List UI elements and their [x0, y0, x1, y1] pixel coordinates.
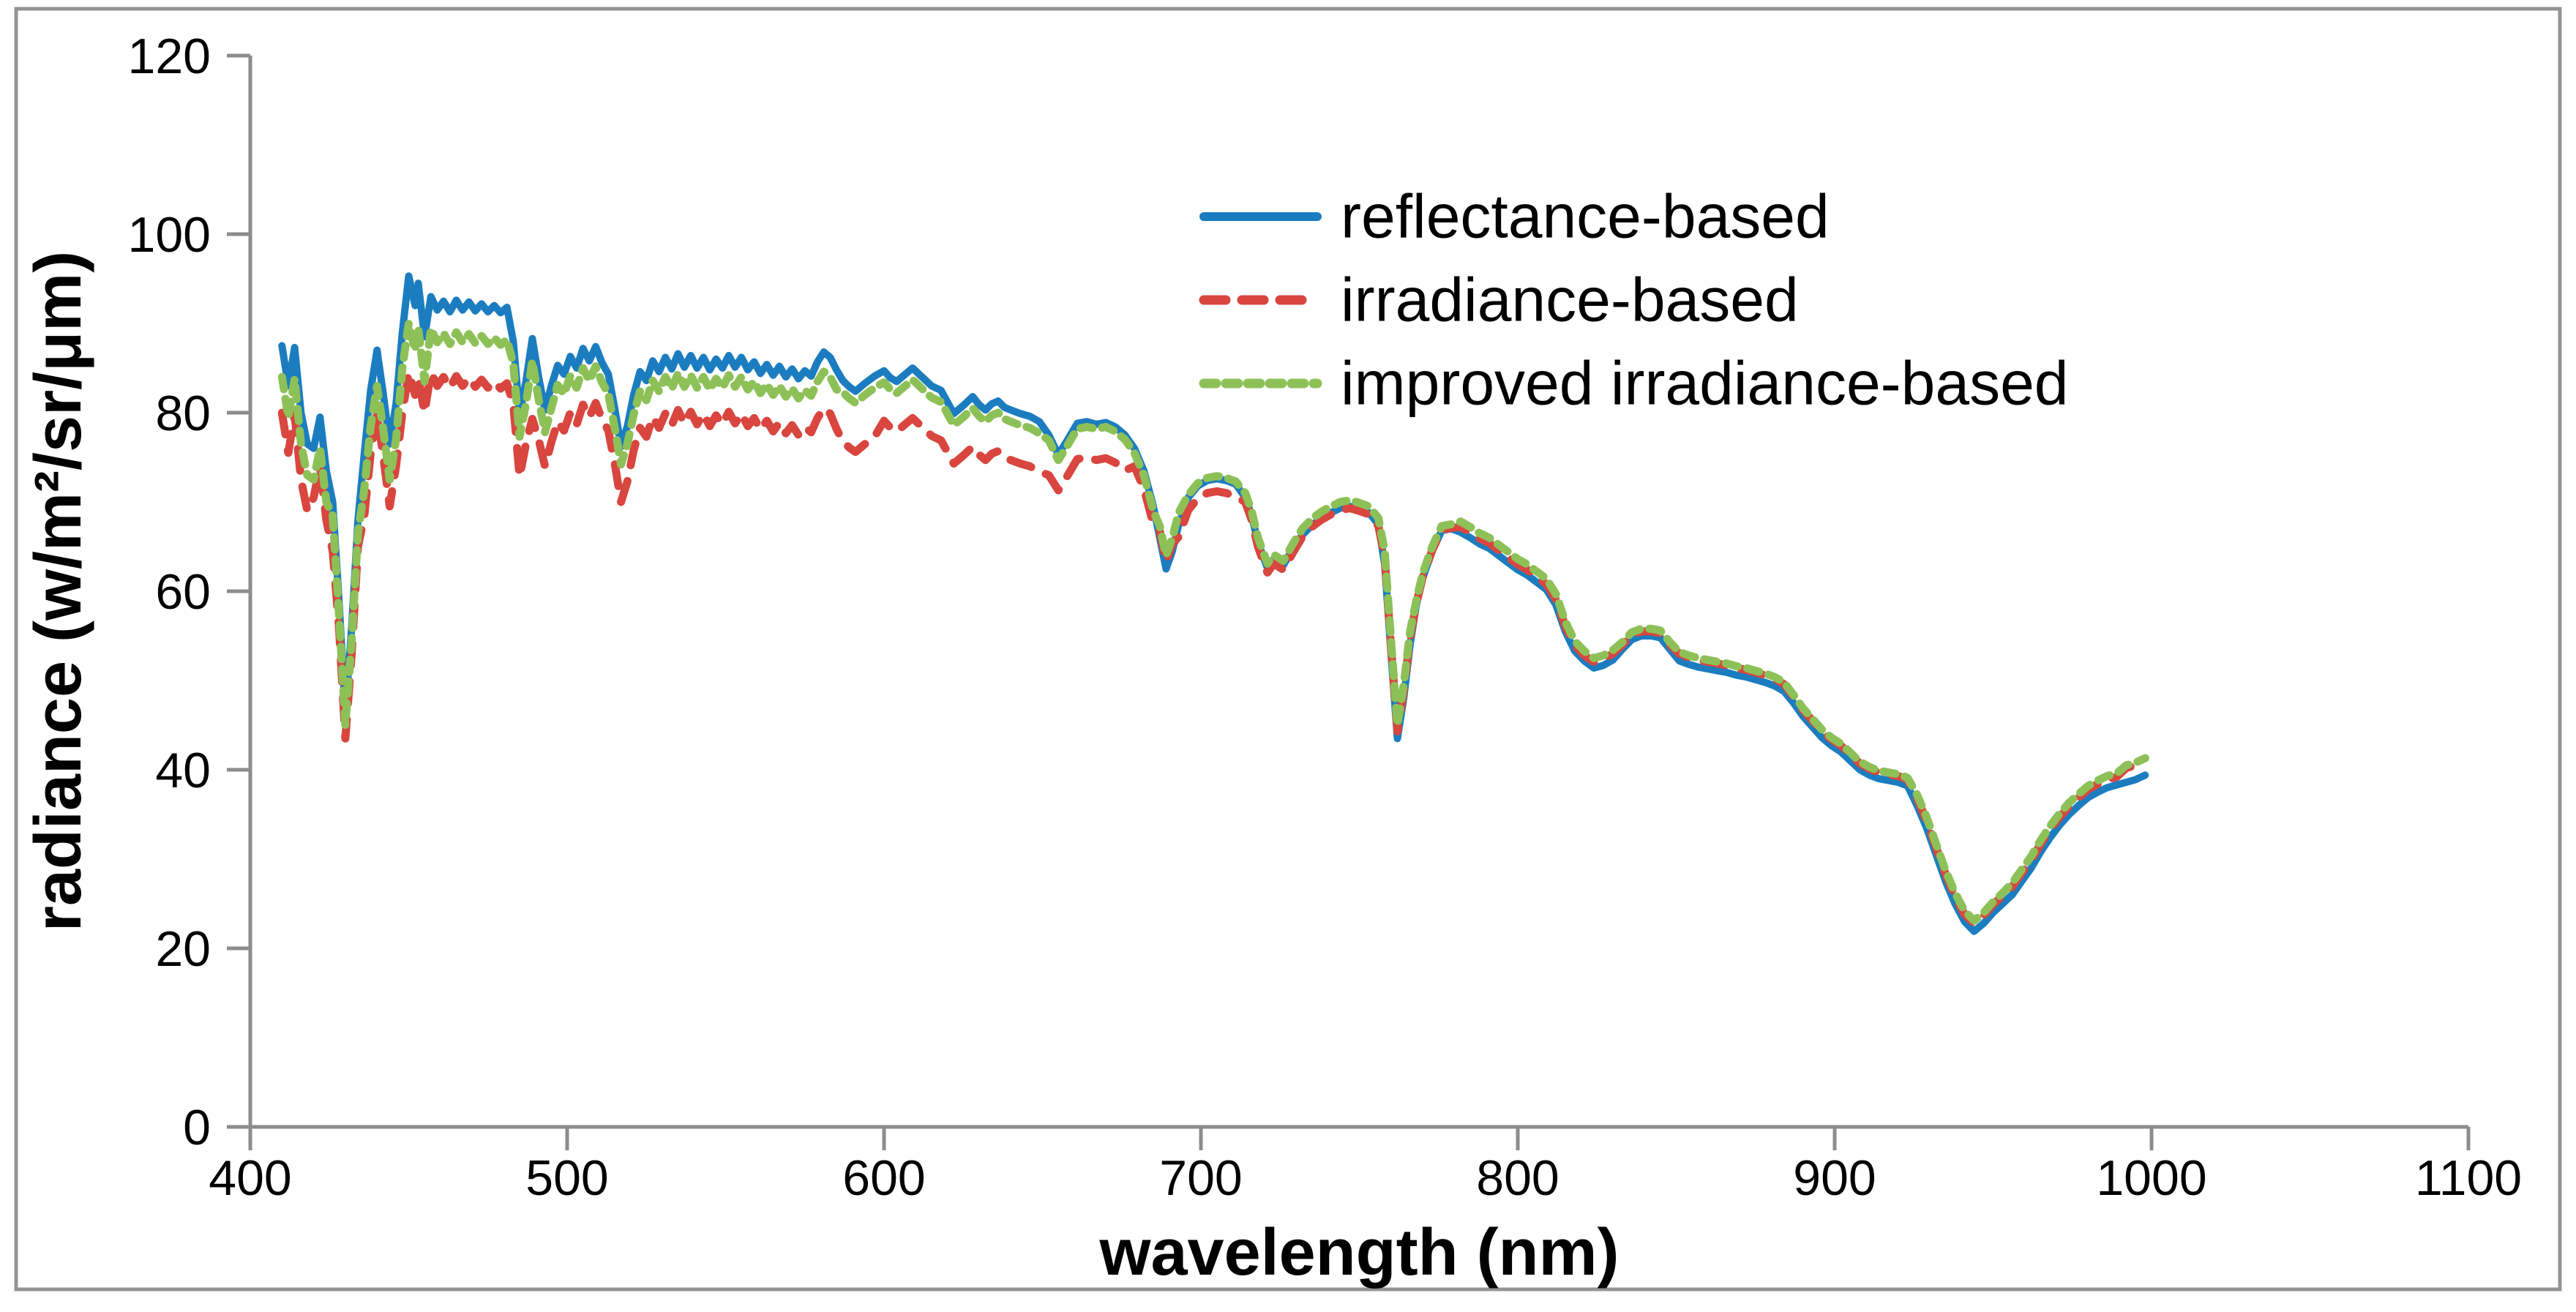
y-tick-label: 0 [183, 1100, 211, 1155]
x-tick-label: 500 [525, 1150, 608, 1206]
y-tick-label: 120 [128, 29, 211, 84]
y-tick-label: 100 [128, 207, 211, 263]
x-tick-label: 800 [1476, 1150, 1559, 1206]
x-tick-label: 600 [842, 1150, 925, 1206]
legend-label: irradiance-based [1341, 266, 1799, 334]
legend-label: reflectance-based [1341, 182, 1830, 251]
x-tick-label: 400 [209, 1150, 291, 1206]
x-tick-label: 900 [1793, 1150, 1876, 1206]
x-tick-label: 1000 [2096, 1150, 2206, 1206]
y-axis-title: radiance (w/m²/sr/μm) [22, 251, 95, 931]
y-tick-label: 80 [155, 386, 211, 441]
y-tick-label: 40 [155, 743, 211, 798]
x-tick-label: 1100 [2415, 1150, 2522, 1206]
figure-border [14, 7, 2562, 1292]
series-line-irradiance-based [277, 368, 2149, 928]
legend-label: improved irradiance-based [1341, 349, 2069, 418]
x-tick-label: 700 [1159, 1150, 1242, 1206]
y-tick-label: 20 [155, 921, 211, 977]
y-tick-label: 60 [155, 564, 211, 620]
x-axis-title: wavelength (nm) [1098, 1216, 1619, 1289]
series-line-improved-irradiance-based [277, 319, 2149, 925]
